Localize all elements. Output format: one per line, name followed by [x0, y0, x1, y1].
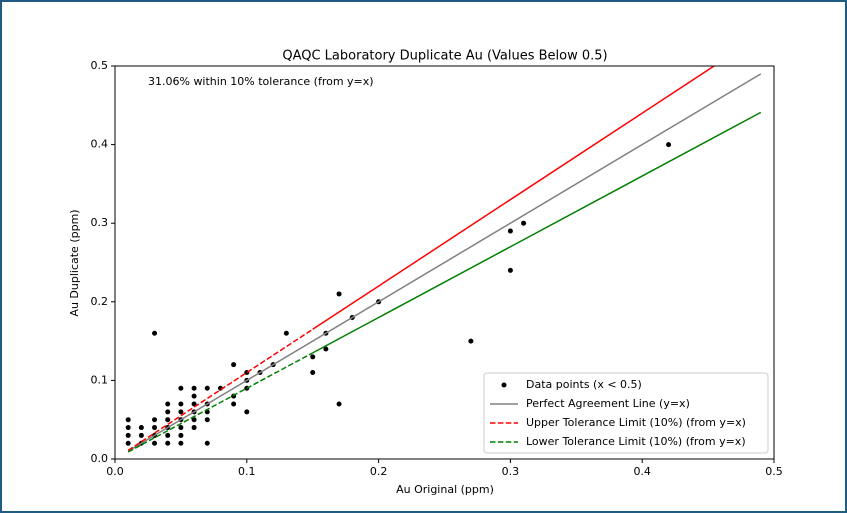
legend-label: Upper Tolerance Limit (10%) (from y=x) — [526, 416, 746, 429]
data-point — [178, 385, 184, 391]
data-point — [191, 393, 197, 399]
line — [127, 328, 314, 451]
line — [312, 66, 716, 330]
x-tick-label: 0.2 — [370, 465, 388, 478]
data-point — [666, 142, 672, 148]
line — [127, 352, 314, 453]
x-tick-label: 0.0 — [106, 465, 124, 478]
legend-marker — [501, 382, 507, 388]
data-point — [125, 425, 131, 431]
x-tick-label: 0.4 — [633, 465, 651, 478]
data-point — [138, 432, 144, 438]
data-point — [125, 432, 131, 438]
data-point — [165, 432, 171, 438]
data-point — [204, 417, 210, 423]
axes-frame — [114, 65, 775, 460]
data-point — [138, 425, 144, 431]
x-tick-label: 0.5 — [765, 465, 783, 478]
line — [312, 111, 762, 354]
data-point — [336, 401, 342, 407]
data-point — [231, 362, 237, 368]
line — [127, 73, 762, 452]
data-point — [336, 291, 342, 297]
data-point — [165, 401, 171, 407]
data-point — [244, 409, 250, 415]
data-point — [283, 330, 289, 336]
chart-title: QAQC Laboratory Duplicate Au (Values Bel… — [282, 49, 607, 64]
data-point — [178, 432, 184, 438]
data-point — [507, 267, 513, 273]
legend-box — [483, 372, 769, 454]
y-tick-label: 0.1 — [91, 373, 109, 386]
data-point — [204, 385, 210, 391]
data-point — [191, 417, 197, 423]
data-point — [191, 385, 197, 391]
legend-label: Lower Tolerance Limit (10%) (from y=x) — [526, 435, 746, 448]
data-point — [231, 401, 237, 407]
data-point — [152, 417, 158, 423]
data-point — [191, 401, 197, 407]
data-point — [152, 425, 158, 431]
y-axis-label: Au Duplicate (ppm) — [68, 209, 81, 316]
data-point — [125, 417, 131, 423]
x-tick-label: 0.3 — [502, 465, 520, 478]
data-point — [468, 338, 474, 344]
data-point — [191, 425, 197, 431]
data-point — [178, 409, 184, 415]
data-point — [310, 370, 316, 376]
y-tick-label: 0.2 — [91, 295, 109, 308]
y-tick-label: 0.4 — [91, 138, 109, 151]
x-tick-label: 0.1 — [238, 465, 256, 478]
y-tick-label: 0.5 — [91, 59, 109, 72]
data-point — [178, 440, 184, 446]
data-point — [178, 425, 184, 431]
data-point — [323, 346, 329, 352]
y-tick-label: 0.3 — [91, 216, 109, 229]
plot-area — [125, 66, 762, 453]
data-point — [165, 440, 171, 446]
legend-label: Perfect Agreement Line (y=x) — [526, 397, 690, 410]
data-point — [125, 440, 131, 446]
y-tick-label: 0.0 — [91, 452, 109, 465]
legend-label: Data points (x < 0.5) — [526, 378, 642, 391]
data-point — [152, 330, 158, 336]
data-point — [310, 354, 316, 360]
data-point — [165, 409, 171, 415]
data-point — [521, 220, 527, 226]
data-point — [178, 401, 184, 407]
data-point — [165, 417, 171, 423]
data-point — [204, 440, 210, 446]
data-point — [507, 228, 513, 234]
data-point — [152, 440, 158, 446]
annotation: 31.06% within 10% tolerance (from y=x) — [148, 75, 374, 88]
x-axis-label: Au Original (ppm) — [396, 483, 494, 496]
